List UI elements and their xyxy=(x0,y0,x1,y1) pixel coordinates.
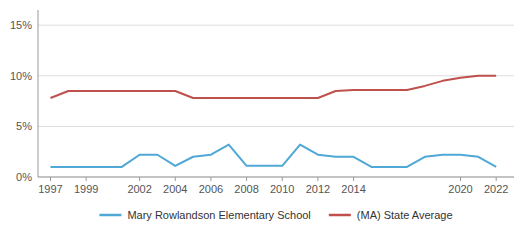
grid-line xyxy=(38,126,514,127)
legend: Mary Rowlandson Elementary School (MA) St… xyxy=(99,209,452,221)
y-tick-label: 5% xyxy=(16,120,32,132)
legend-swatch xyxy=(329,214,351,217)
x-tick-label: 2002 xyxy=(127,183,151,195)
legend-item: (MA) State Average xyxy=(329,209,453,221)
x-tick xyxy=(496,177,497,181)
x-tick xyxy=(282,177,283,181)
x-tick xyxy=(50,177,51,181)
chart: 0% 5% 10% 15% 1997 1999 2002 2004 2006 2008 2010 20… xyxy=(0,0,524,229)
grid-line xyxy=(38,177,514,178)
x-tick-label: 2020 xyxy=(448,183,472,195)
legend-label: Mary Rowlandson Elementary School xyxy=(127,209,310,221)
x-tick xyxy=(353,177,354,181)
x-tick-label: 1999 xyxy=(74,183,98,195)
x-tick-label: 2022 xyxy=(484,183,508,195)
series-line xyxy=(50,145,496,167)
plot-area xyxy=(50,76,496,167)
x-tick xyxy=(175,177,176,181)
y-tick-label: 10% xyxy=(10,70,32,82)
x-tick-label: 2012 xyxy=(306,183,330,195)
y-axis: 0% 5% 10% 15% xyxy=(10,10,514,183)
x-tick xyxy=(86,177,87,181)
grid-line xyxy=(38,75,514,76)
x-tick-label: 2008 xyxy=(234,183,258,195)
x-tick xyxy=(460,177,461,181)
x-tick xyxy=(246,177,247,181)
y-axis-line xyxy=(38,10,39,177)
x-tick-label: 2014 xyxy=(341,183,365,195)
x-tick xyxy=(210,177,211,181)
y-tick-label: 0% xyxy=(16,171,32,183)
x-tick-label: 2004 xyxy=(163,183,187,195)
series-line xyxy=(50,76,496,98)
x-tick-label: 1997 xyxy=(38,183,62,195)
x-tick xyxy=(139,177,140,181)
x-axis: 1997 1999 2002 2004 2006 2008 2010 2012 2014 2020… xyxy=(38,177,514,195)
x-axis-line xyxy=(38,177,514,178)
y-tick-label: 15% xyxy=(10,19,32,31)
x-tick-label: 2010 xyxy=(270,183,294,195)
grid-line xyxy=(38,25,514,26)
legend-item: Mary Rowlandson Elementary School xyxy=(99,209,310,221)
legend-swatch xyxy=(99,214,121,217)
x-tick-label: 2006 xyxy=(199,183,223,195)
legend-label: (MA) State Average xyxy=(357,209,453,221)
x-tick xyxy=(317,177,318,181)
